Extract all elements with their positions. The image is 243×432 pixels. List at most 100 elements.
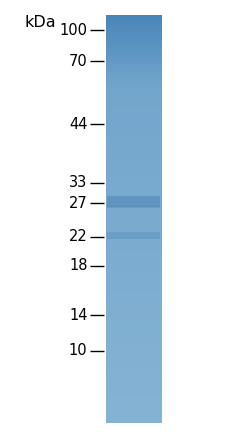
- Bar: [106, 400, 162, 401]
- Bar: [107, 206, 160, 207]
- Bar: [106, 212, 162, 213]
- Bar: [106, 301, 162, 302]
- Bar: [106, 305, 162, 306]
- Bar: [106, 85, 162, 86]
- Bar: [106, 408, 162, 409]
- Bar: [106, 298, 162, 299]
- Bar: [106, 47, 162, 48]
- Bar: [106, 18, 162, 19]
- Bar: [106, 68, 162, 69]
- Bar: [106, 356, 162, 357]
- Bar: [106, 378, 162, 379]
- Bar: [106, 370, 162, 372]
- Bar: [106, 353, 162, 354]
- Bar: [106, 158, 162, 159]
- Bar: [106, 78, 162, 79]
- Bar: [106, 411, 162, 412]
- Bar: [106, 123, 162, 124]
- Bar: [106, 199, 162, 200]
- Bar: [106, 197, 162, 198]
- Bar: [106, 271, 162, 272]
- Bar: [106, 331, 162, 333]
- Bar: [106, 117, 162, 118]
- Bar: [106, 27, 162, 29]
- Bar: [106, 35, 162, 37]
- Bar: [106, 292, 162, 293]
- Bar: [107, 205, 160, 206]
- Bar: [106, 285, 162, 286]
- Bar: [106, 40, 162, 41]
- Bar: [106, 200, 162, 201]
- Bar: [106, 176, 162, 178]
- Bar: [106, 391, 162, 392]
- Bar: [106, 266, 162, 267]
- Bar: [106, 387, 162, 388]
- Bar: [106, 108, 162, 109]
- Bar: [106, 107, 162, 108]
- Bar: [106, 73, 162, 74]
- Bar: [107, 207, 160, 208]
- Bar: [106, 99, 162, 100]
- Bar: [106, 161, 162, 162]
- Bar: [106, 170, 162, 171]
- Bar: [106, 111, 162, 112]
- Bar: [106, 136, 162, 137]
- Bar: [106, 372, 162, 373]
- Bar: [106, 54, 162, 55]
- Bar: [106, 69, 162, 70]
- Bar: [106, 300, 162, 301]
- Bar: [106, 196, 162, 197]
- Bar: [106, 307, 162, 308]
- Bar: [106, 141, 162, 142]
- Bar: [106, 232, 162, 234]
- Bar: [106, 195, 162, 196]
- Bar: [106, 293, 162, 294]
- Bar: [106, 19, 162, 20]
- Bar: [106, 160, 162, 161]
- Bar: [106, 280, 162, 282]
- Text: 44: 44: [69, 117, 87, 132]
- Text: 10: 10: [69, 343, 87, 358]
- Bar: [106, 297, 162, 298]
- Bar: [106, 325, 162, 327]
- Bar: [106, 133, 162, 134]
- Bar: [106, 283, 162, 285]
- Bar: [106, 218, 162, 219]
- Bar: [106, 397, 162, 398]
- Text: kDa: kDa: [24, 15, 56, 30]
- Bar: [106, 20, 162, 21]
- Bar: [106, 186, 162, 187]
- Bar: [106, 152, 162, 153]
- Bar: [107, 207, 160, 208]
- Bar: [106, 375, 162, 376]
- Bar: [106, 221, 162, 222]
- Bar: [106, 295, 162, 296]
- Bar: [106, 153, 162, 154]
- Bar: [106, 289, 162, 290]
- Bar: [106, 263, 162, 264]
- Bar: [106, 134, 162, 136]
- Bar: [106, 205, 162, 206]
- Bar: [106, 24, 162, 25]
- Bar: [106, 260, 162, 261]
- Bar: [106, 379, 162, 381]
- Bar: [106, 373, 162, 375]
- Bar: [106, 334, 162, 336]
- Bar: [106, 252, 162, 253]
- Bar: [106, 178, 162, 179]
- Bar: [106, 59, 162, 60]
- Bar: [106, 265, 162, 266]
- Bar: [106, 192, 162, 193]
- Bar: [106, 56, 162, 57]
- Bar: [107, 206, 160, 207]
- Bar: [106, 264, 162, 265]
- Bar: [106, 182, 162, 184]
- Bar: [106, 390, 162, 391]
- Bar: [106, 308, 162, 309]
- Bar: [106, 15, 162, 16]
- Bar: [106, 146, 162, 147]
- Bar: [106, 405, 162, 406]
- Bar: [106, 229, 162, 230]
- Bar: [106, 60, 162, 61]
- Bar: [107, 207, 160, 208]
